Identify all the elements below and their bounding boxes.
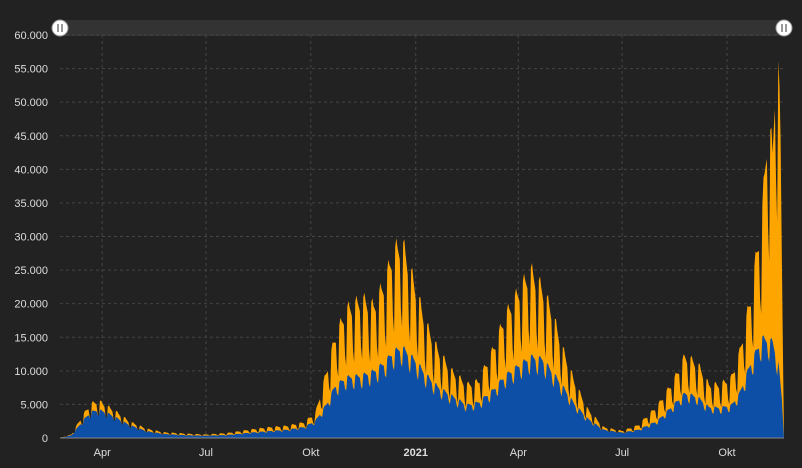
y-axis-ticks: 0 5.000 10.000 15.000 20.000 25.000 30.000 35.0… xyxy=(14,30,48,445)
y-tick-label: 30.000 xyxy=(14,232,48,244)
y-tick-label: 60.000 xyxy=(14,30,48,42)
y-tick-label: 45.000 xyxy=(14,131,48,143)
navigator-bar[interactable] xyxy=(60,20,784,36)
x-tick-label: Okt xyxy=(718,447,735,459)
y-tick-label: 10.000 xyxy=(14,366,48,378)
navigator-handle-right[interactable] xyxy=(775,19,793,37)
y-tick-label: 55.000 xyxy=(14,64,48,76)
y-tick-label: 35.000 xyxy=(14,198,48,210)
y-tick-label: 50.000 xyxy=(14,97,48,109)
y-tick-label: 40.000 xyxy=(14,164,48,176)
series-group xyxy=(60,60,784,438)
x-tick-label: Apr xyxy=(94,447,111,459)
x-tick-label: Jul xyxy=(199,447,213,459)
y-tick-label: 20.000 xyxy=(14,299,48,311)
x-tick-label: 2021 xyxy=(403,447,427,459)
x-axis-ticks: Apr Jul Okt 2021 Apr Jul Okt xyxy=(94,447,736,459)
y-tick-label: 0 xyxy=(42,433,48,445)
y-tick-label: 25.000 xyxy=(14,265,48,277)
area-series-bottom xyxy=(60,335,784,438)
navigator-handle-left[interactable] xyxy=(51,19,69,37)
x-tick-label: Okt xyxy=(302,447,319,459)
y-tick-label: 15.000 xyxy=(14,332,48,344)
x-tick-label: Apr xyxy=(510,447,527,459)
y-tick-label: 5.000 xyxy=(20,399,48,411)
x-tick-label: Jul xyxy=(615,447,629,459)
area-series-top xyxy=(60,60,784,438)
